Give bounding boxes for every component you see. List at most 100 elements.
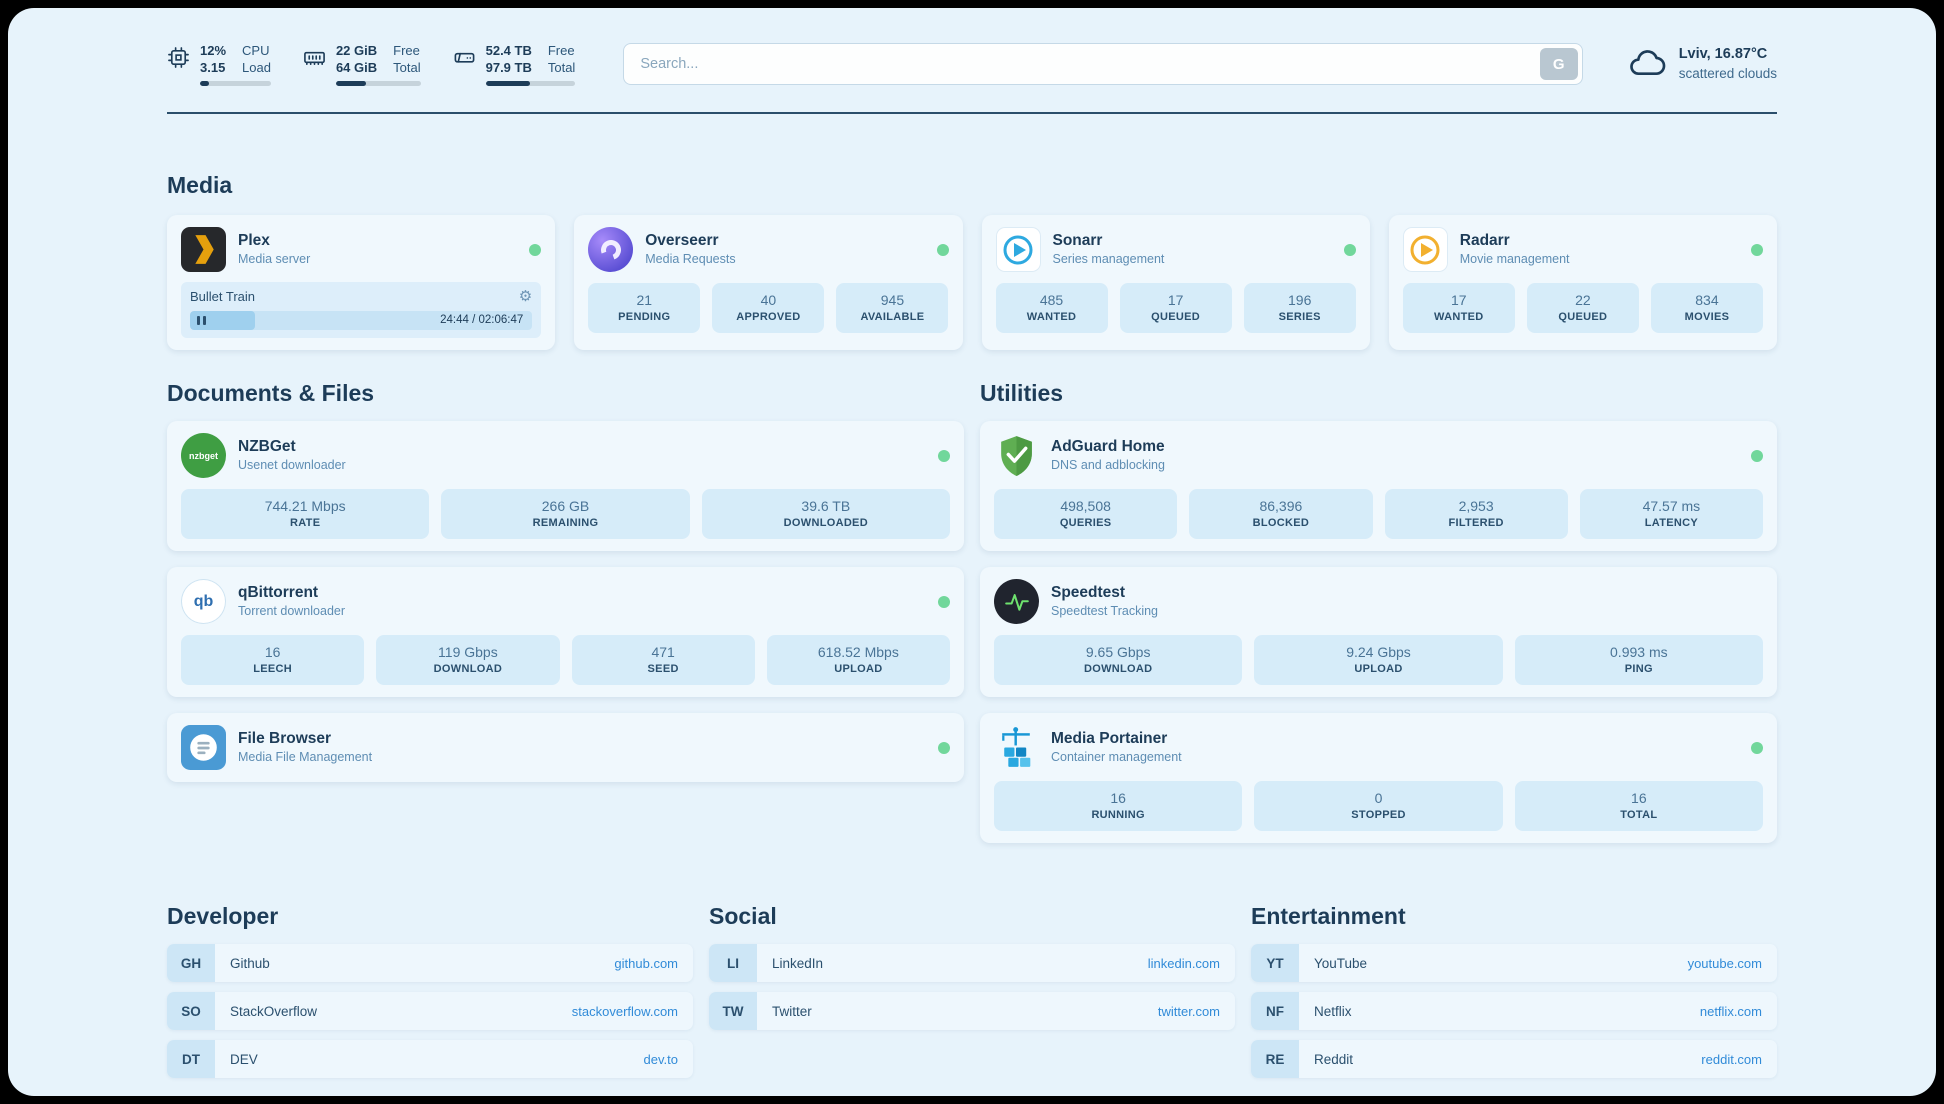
top-header: 12% 3.15 CPU Load — [167, 42, 1777, 86]
stat-value: 618.52 Mbps — [817, 644, 899, 660]
cpu-load-label: Load — [242, 60, 271, 75]
status-online-dot — [1751, 243, 1763, 256]
nzbget-icon: nzbget — [181, 433, 226, 478]
header-divider — [167, 112, 1777, 114]
stat-value: 744.21 Mbps — [264, 498, 346, 514]
bookmark-linkedin[interactable]: LI LinkedIn linkedin.com — [709, 944, 1235, 982]
bookmark-link[interactable]: github.com — [614, 955, 678, 971]
bookmark-netflix[interactable]: NF Netflix netflix.com — [1251, 992, 1777, 1030]
stat-value: 0.993 ms — [1610, 644, 1668, 660]
bookmark-tile: NF — [1251, 992, 1299, 1030]
bookmark-stackoverflow[interactable]: SO StackOverflow stackoverflow.com — [167, 992, 693, 1030]
playback-progress-bar[interactable]: 24:44 / 02:06:47 — [190, 311, 533, 330]
cpu-stat: 12% 3.15 CPU Load — [167, 42, 271, 86]
stat-label: PENDING — [618, 311, 671, 323]
bookmark-link[interactable]: linkedin.com — [1147, 955, 1220, 971]
media-cards-row: Plex Media server Bullet Train ⚙ 24:44 /… — [167, 215, 1777, 350]
bookmark-link[interactable]: youtube.com — [1687, 955, 1762, 971]
stat-label: PING — [1624, 663, 1653, 675]
bookmark-dev[interactable]: DT DEV dev.to — [167, 1040, 693, 1078]
stat-label: MOVIES — [1684, 311, 1730, 323]
bookmark-twitter[interactable]: TW Twitter twitter.com — [709, 992, 1235, 1030]
filebrowser-card[interactable]: File Browser Media File Management — [167, 713, 964, 782]
stat-value: 17 — [1451, 292, 1467, 308]
stat-box: 0.993 ms PING — [1514, 635, 1763, 685]
app-subtitle: Torrent downloader — [238, 603, 346, 618]
plex-icon — [181, 227, 226, 272]
stat-label: WANTED — [1026, 311, 1077, 323]
bookmark-reddit[interactable]: RE Reddit reddit.com — [1251, 1040, 1777, 1078]
search-input[interactable] — [623, 43, 1583, 85]
stat-value: 16 — [264, 644, 281, 660]
bookmark-link[interactable]: reddit.com — [1701, 1051, 1762, 1067]
stat-box: 834 MOVIES — [1650, 283, 1763, 333]
bookmark-name: Twitter — [772, 1003, 812, 1019]
google-search-button[interactable]: G — [1539, 48, 1578, 80]
radarr-icon — [1402, 227, 1448, 272]
stat-box: 498,508 QUERIES — [994, 489, 1178, 539]
stat-box: 485 WANTED — [995, 283, 1108, 333]
stat-value: 9.24 Gbps — [1346, 644, 1411, 660]
playback-time: 24:44 / 02:06:47 — [440, 314, 524, 326]
disk-icon — [453, 46, 476, 74]
sonarr-card[interactable]: Sonarr Series management 485 WANTED 17 Q… — [981, 215, 1370, 350]
stat-label: UPLOAD — [1354, 663, 1403, 675]
stat-box: 0 STOPPED — [1254, 781, 1503, 831]
cpu-label: CPU — [242, 43, 270, 58]
stat-value: 471 — [651, 644, 675, 660]
qbittorrent-card[interactable]: qb qBittorrent Torrent downloader 16 LEE… — [167, 567, 964, 697]
app-subtitle: Media Requests — [645, 251, 736, 266]
app-name: qBittorrent — [238, 583, 319, 601]
radarr-card[interactable]: Radarr Movie management 17 WANTED 22 QUE… — [1388, 215, 1777, 350]
stat-value: 16 — [1110, 790, 1126, 806]
stat-value: 21 — [636, 292, 653, 308]
bookmark-name: YouTube — [1314, 955, 1368, 971]
bookmark-name: Netflix — [1314, 1003, 1352, 1019]
stat-box: 16 TOTAL — [1514, 781, 1763, 831]
speedtest-card[interactable]: Speedtest Speedtest Tracking 9.65 Gbps D… — [980, 567, 1777, 697]
disk-free-label: Free — [547, 43, 575, 58]
weather-widget[interactable]: Lviv, 16.87°C scattered clouds — [1627, 45, 1777, 84]
bookmark-youtube[interactable]: YT YouTube youtube.com — [1251, 944, 1777, 982]
stat-label: FILTERED — [1448, 517, 1504, 529]
bookmark-name: Reddit — [1314, 1051, 1354, 1067]
app-name: Media Portainer — [1051, 729, 1168, 747]
bookmark-link[interactable]: stackoverflow.com — [571, 1003, 678, 1019]
portainer-card[interactable]: Media Portainer Container management 16 … — [980, 713, 1777, 843]
bookmark-link[interactable]: dev.to — [643, 1051, 678, 1067]
adguard-card[interactable]: AdGuard Home DNS and adblocking 498,508 … — [980, 421, 1777, 551]
sonarr-icon — [995, 227, 1041, 272]
status-online-dot — [1343, 243, 1356, 256]
app-name: AdGuard Home — [1051, 437, 1165, 455]
stat-value: 16 — [1631, 790, 1647, 806]
gear-icon[interactable]: ⚙ — [518, 287, 533, 305]
bookmarks-title-developer: Developer — [167, 903, 279, 929]
disk-total-value: 97.9 TB — [485, 60, 532, 75]
stat-value: 2,953 — [1458, 498, 1494, 514]
bookmark-link[interactable]: twitter.com — [1157, 1003, 1220, 1019]
cpu-load-value: 3.15 — [200, 60, 226, 75]
ram-icon — [303, 46, 326, 74]
filebrowser-icon — [181, 725, 226, 770]
overseerr-icon — [588, 227, 634, 272]
overseerr-card[interactable]: Overseerr Media Requests 21 PENDING 40 A… — [574, 215, 963, 350]
disk-free-value: 52.4 TB — [485, 43, 532, 58]
stat-label: UPLOAD — [834, 663, 883, 675]
stat-label: QUERIES — [1059, 517, 1112, 529]
stat-label: DOWNLOADED — [783, 517, 868, 529]
bookmark-link[interactable]: netflix.com — [1699, 1003, 1762, 1019]
stat-box: 16 LEECH — [181, 635, 365, 685]
plex-card[interactable]: Plex Media server Bullet Train ⚙ 24:44 /… — [167, 215, 556, 350]
bookmark-tile: RE — [1251, 1040, 1299, 1078]
weather-location: Lviv, 16.87°C — [1678, 46, 1768, 62]
stat-value: 9.65 Gbps — [1085, 644, 1151, 660]
bookmark-tile: GH — [167, 944, 215, 982]
app-name: File Browser — [238, 729, 332, 747]
bookmark-github[interactable]: GH Github github.com — [167, 944, 693, 982]
now-playing-widget: Bullet Train ⚙ 24:44 / 02:06:47 — [181, 282, 542, 338]
section-title-utilities: Utilities — [980, 380, 1064, 406]
search-bar: G — [623, 43, 1583, 85]
stat-box: 39.6 TB DOWNLOADED — [701, 489, 950, 539]
nzbget-card[interactable]: nzbget NZBGet Usenet downloader 744.21 M… — [167, 421, 964, 551]
